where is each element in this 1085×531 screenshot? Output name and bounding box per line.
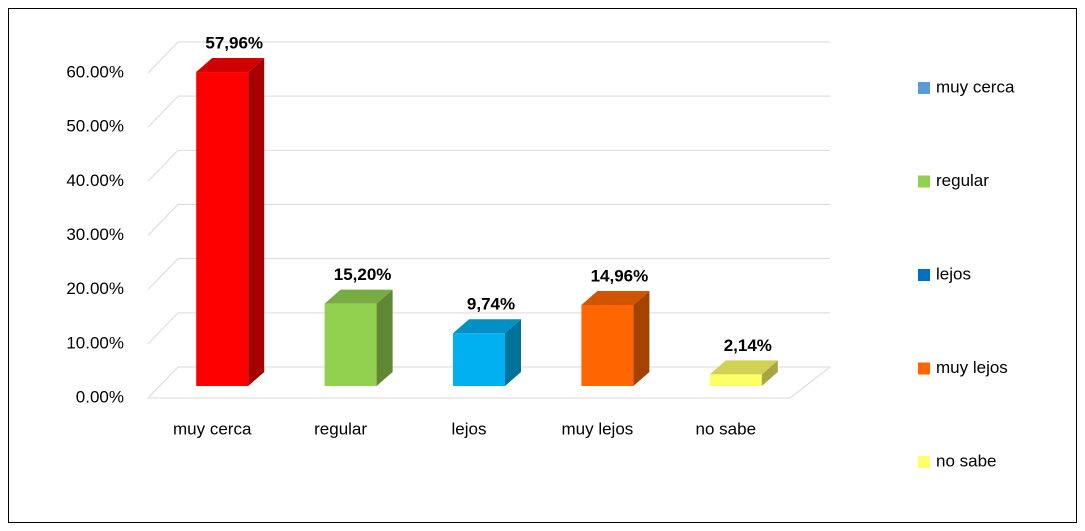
bar	[709, 360, 778, 386]
legend-label: no sabe	[936, 451, 997, 470]
legend-label: muy lejos	[936, 358, 1008, 377]
bar-face	[324, 289, 393, 304]
legend-swatch	[918, 362, 930, 375]
bar	[196, 58, 265, 387]
y-tick-label: 10.00%	[66, 333, 124, 352]
x-tick-label: no sabe	[696, 419, 757, 438]
legend-swatch	[918, 456, 930, 468]
grid-line	[147, 41, 179, 74]
bar	[581, 290, 650, 386]
grid-line	[147, 149, 179, 182]
bar-face	[633, 290, 650, 386]
x-tick-label: lejos	[452, 419, 487, 438]
grid-line	[147, 95, 179, 128]
bar-face	[761, 360, 778, 386]
grid-line	[147, 312, 179, 345]
value-label: 9,74%	[467, 295, 515, 314]
grid-line	[147, 258, 179, 291]
bar-face	[196, 72, 249, 387]
x-tick-label: muy cerca	[173, 419, 252, 438]
value-label: 15,20%	[334, 265, 392, 284]
bar-face	[709, 374, 762, 386]
chart-border	[8, 8, 1077, 523]
y-tick-label: 20.00%	[66, 279, 124, 298]
value-label: 2,14%	[724, 336, 772, 355]
legend-swatch	[918, 175, 930, 188]
legend-label: regular	[936, 171, 989, 190]
bar-face	[324, 303, 377, 386]
legend-swatch	[918, 82, 930, 94]
y-tick-label: 50.00%	[66, 117, 124, 136]
bar	[324, 289, 393, 386]
legend-swatch	[918, 269, 930, 281]
bar	[453, 319, 521, 386]
value-label: 57,96%	[205, 34, 263, 53]
bar-face	[196, 58, 265, 73]
bar-face	[453, 333, 505, 386]
bar-face	[581, 290, 650, 305]
x-tick-label: muy lejos	[561, 419, 633, 438]
y-tick-label: 30.00%	[66, 225, 124, 244]
y-tick-label: 40.00%	[66, 171, 124, 190]
x-axis	[789, 366, 831, 399]
x-tick-label: regular	[314, 419, 367, 438]
bar-face	[376, 289, 393, 386]
grid-line	[147, 366, 179, 399]
value-label: 14,96%	[591, 266, 649, 285]
bar-face	[453, 319, 521, 334]
grid-line	[147, 204, 179, 236]
bar-face	[505, 319, 521, 386]
legend-label: muy cerca	[936, 77, 1015, 96]
bar-face	[248, 58, 265, 387]
bar-face	[709, 360, 778, 375]
y-tick-label: 60.00%	[66, 62, 124, 81]
y-tick-label: 0.00%	[76, 387, 124, 406]
legend-label: lejos	[936, 264, 971, 283]
bar-face	[581, 304, 634, 386]
